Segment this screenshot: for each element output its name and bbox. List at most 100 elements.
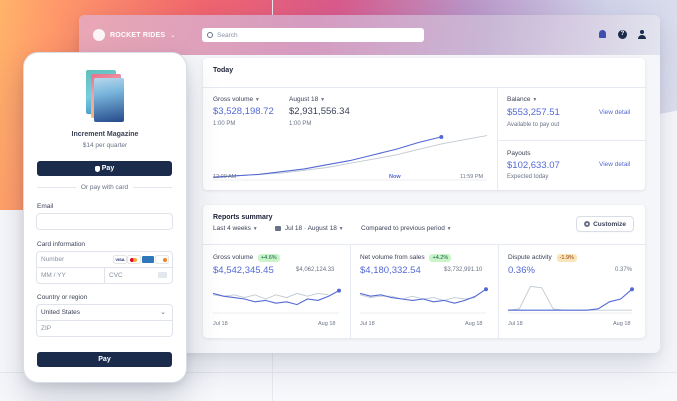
visa-icon: VISA	[114, 256, 126, 263]
balance-label: Balance	[507, 96, 531, 103]
amex-icon	[142, 256, 154, 263]
discover-icon	[156, 256, 168, 263]
compare-selector[interactable]: Compared to previous period ▼	[361, 225, 452, 232]
chevron-down-icon: ▼	[338, 226, 344, 232]
metric-prev: 0.37%	[615, 267, 633, 273]
previous-series-line	[212, 135, 488, 178]
current-point-marker	[484, 287, 488, 292]
metric-chart	[359, 287, 488, 314]
bell-icon[interactable]	[599, 30, 608, 39]
top-bar: ROCKET RIDES ⌄ ?	[79, 15, 660, 55]
country-select[interactable]: United States ⌄	[37, 305, 172, 320]
gear-icon	[584, 221, 591, 227]
balance-view-detail-link[interactable]: View detail	[599, 109, 631, 116]
metric-header: Gross volume +4.6%	[213, 254, 280, 262]
period-selector[interactable]: Last 4 weeks ▼	[213, 225, 258, 232]
brand-logo	[93, 29, 105, 41]
email-field[interactable]	[37, 214, 172, 229]
current-series-line	[508, 288, 633, 311]
chevron-down-icon: ⌄	[160, 309, 166, 316]
calendar-icon	[275, 225, 281, 231]
search-icon	[207, 32, 213, 38]
metric-label: Gross volume	[213, 254, 254, 261]
background-guide	[0, 372, 677, 373]
today-chart	[212, 134, 488, 181]
product-price: $14 per quarter	[82, 142, 128, 149]
card-info-group: VISA	[37, 252, 172, 283]
balance-selector[interactable]: Balance ▼	[507, 96, 537, 103]
expiry-field[interactable]	[37, 268, 104, 283]
current-series-line	[212, 136, 442, 178]
date-range-label: Jul 18 · August 18	[284, 225, 337, 232]
metric-value: 0.36%	[508, 265, 535, 276]
customize-label: Customize	[593, 220, 626, 228]
axis-now: Now	[389, 174, 401, 180]
account-switcher[interactable]: ROCKET RIDES ⌄	[93, 29, 175, 41]
compare-date-selector[interactable]: August 18 ▼	[289, 96, 325, 103]
apple-pay-button[interactable]: Pay	[37, 161, 172, 176]
address-group: United States ⌄	[37, 305, 172, 336]
payouts-label: Payouts	[507, 150, 531, 157]
payouts-sub: Expected today	[507, 174, 549, 180]
zip-field[interactable]	[37, 321, 172, 336]
pay-button[interactable]: Pay	[37, 352, 172, 367]
metric-label: Net volume from sales	[360, 254, 425, 261]
help-icon[interactable]: ?	[618, 30, 627, 39]
metric-badge: +4.6%	[257, 254, 280, 262]
metric-x-end: Aug 18	[318, 321, 336, 327]
country-label: Country or region	[37, 294, 88, 301]
payouts-value: $102,633.07	[507, 160, 560, 171]
chevron-down-icon: ▼	[252, 226, 258, 232]
gross-volume-time: 1:00 PM	[213, 121, 236, 127]
metric-badge: +4.2%	[429, 254, 452, 262]
metric-chart	[507, 285, 634, 314]
or-divider: Or pay with card	[37, 184, 173, 191]
or-text: Or pay with card	[80, 184, 129, 191]
checkout-phone: Increment Magazine $14 per quarter Pay O…	[24, 53, 186, 382]
metric-x-end: Aug 18	[465, 321, 483, 327]
metric-prev: $4,062,124.33	[296, 267, 335, 273]
search-input[interactable]	[217, 31, 407, 39]
card-number-field[interactable]	[37, 252, 172, 267]
gross-volume-selector[interactable]: Gross volume ▼	[213, 96, 260, 103]
current-point-marker	[439, 134, 444, 139]
current-series-line	[212, 290, 340, 306]
metric-value: $4,180,332.54	[360, 265, 421, 276]
customize-button[interactable]: Customize	[577, 217, 633, 231]
metric-x-start: Jul 18	[508, 321, 523, 327]
chevron-down-icon: ▼	[320, 97, 326, 103]
reports-card: Reports summary Last 4 weeks ▼ Jul 18 · …	[203, 205, 645, 338]
card-brands: VISA	[114, 256, 168, 263]
metric-badge: -1.9%	[556, 254, 577, 262]
current-point-marker	[337, 288, 341, 293]
metric-header: Dispute activity -1.9%	[508, 254, 577, 262]
axis-start: 12:00 AM	[213, 174, 237, 180]
top-icons: ?	[599, 30, 646, 39]
pay-button-label: Pay	[98, 356, 111, 363]
metric-x-start: Jul 18	[213, 321, 228, 327]
apple-pay-label: Pay	[101, 165, 115, 172]
cvc-field[interactable]	[105, 268, 172, 283]
metric-label: Dispute activity	[508, 254, 552, 261]
compare-time: 1:00 PM	[289, 121, 312, 127]
balance-value: $553,257.51	[507, 107, 560, 118]
apple-icon	[94, 165, 100, 172]
axis-end: 11:59 PM	[460, 174, 484, 180]
chevron-down-icon: ▼	[532, 97, 538, 103]
brand-name: ROCKET RIDES	[110, 31, 166, 39]
chevron-down-icon: ▼	[254, 97, 260, 103]
gross-volume-value: $3,528,198.72	[213, 106, 274, 117]
payouts-view-detail-link[interactable]: View detail	[599, 161, 631, 168]
search-bar[interactable]	[202, 28, 424, 42]
metric-value: $4,542,345.45	[213, 265, 274, 276]
metric-chart	[212, 288, 341, 314]
today-title: Today	[213, 67, 234, 74]
product-name: Increment Magazine	[71, 131, 139, 138]
current-point-marker	[630, 287, 634, 292]
date-range-selector[interactable]: Jul 18 · August 18 ▼	[275, 225, 344, 232]
metric-prev: $3,732,991.10	[444, 267, 483, 273]
gross-volume-label: Gross volume	[213, 96, 254, 103]
user-icon[interactable]	[637, 30, 646, 39]
balance-sub: Available to pay out	[507, 122, 560, 128]
current-series-line	[359, 288, 487, 304]
